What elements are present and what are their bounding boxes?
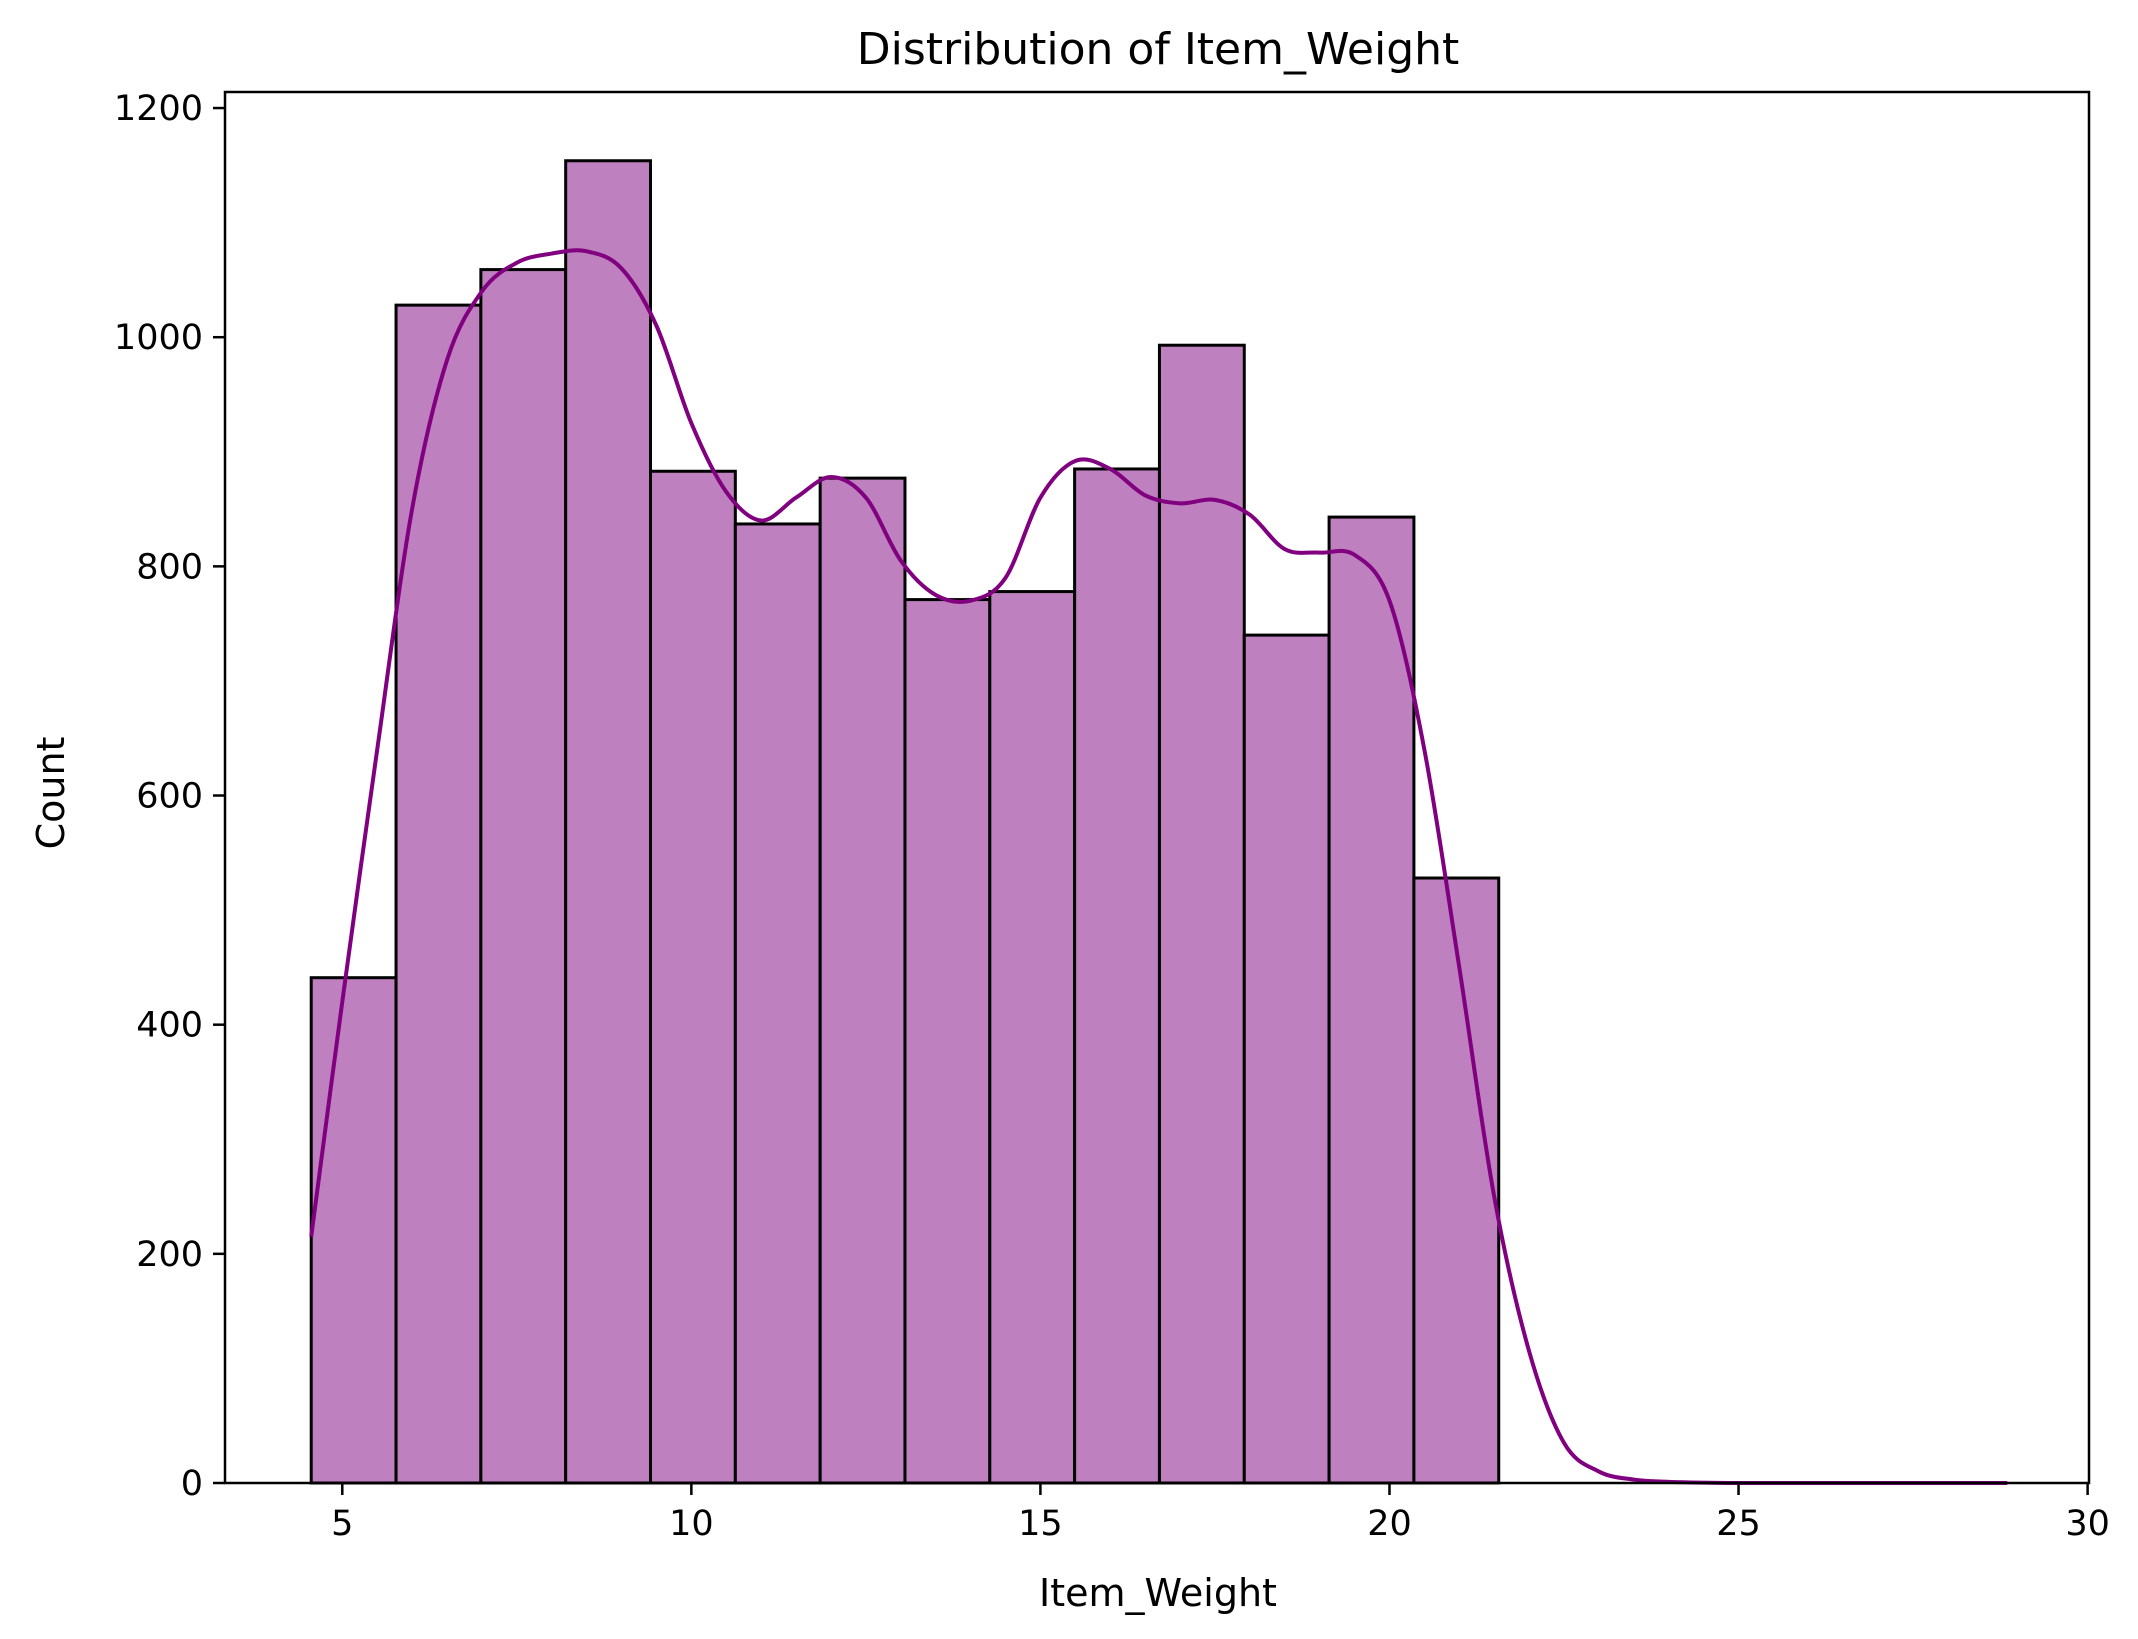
y-tick-label: 200: [136, 1235, 203, 1275]
y-tick-label: 1000: [114, 318, 203, 358]
y-tick-label: 0: [181, 1464, 203, 1504]
x-tick-label: 5: [331, 1504, 353, 1544]
kde-line: [309, 248, 2008, 1486]
x-tick-label: 15: [1018, 1504, 1063, 1544]
histogram-bar: [903, 598, 992, 1485]
histogram-bar: [818, 476, 907, 1485]
axes-layer: 5 10 15 20 25 30 0 200 400 600 800 1000 1200: [114, 89, 2110, 1544]
histogram-bar: [649, 469, 737, 1485]
kde-layer: [309, 248, 2008, 1486]
histogram-bar: [1412, 876, 1501, 1485]
histogram-bar: [988, 590, 1077, 1485]
histogram-bar: [1157, 343, 1246, 1485]
y-tick-label: 600: [136, 777, 203, 817]
histogram-bar: [1073, 467, 1161, 1485]
x-tick-label: 20: [1367, 1504, 1412, 1544]
histogram-bar: [1327, 515, 1416, 1485]
histogram-bar: [394, 303, 483, 1485]
y-tick-label: 800: [136, 547, 203, 587]
histogram-bar: [479, 268, 568, 1485]
histogram-bar: [564, 159, 653, 1485]
y-tick-label: 400: [136, 1006, 203, 1046]
y-tick-label: 1200: [114, 89, 203, 129]
x-tick-label: 10: [669, 1504, 714, 1544]
x-axis-label: Item_Weight: [1039, 1571, 1277, 1615]
bars-layer: [309, 159, 1501, 1485]
histogram-bar: [309, 976, 398, 1485]
histogram-bar: [1242, 633, 1331, 1485]
plot-frame: [223, 90, 2091, 1485]
y-axis-label: Count: [29, 737, 73, 850]
x-tick-label: 25: [1716, 1504, 1761, 1544]
chart-title: Distribution of Item_Weight: [857, 24, 1460, 75]
x-tick-label: 30: [2065, 1504, 2110, 1544]
histogram-bar: [733, 522, 822, 1485]
